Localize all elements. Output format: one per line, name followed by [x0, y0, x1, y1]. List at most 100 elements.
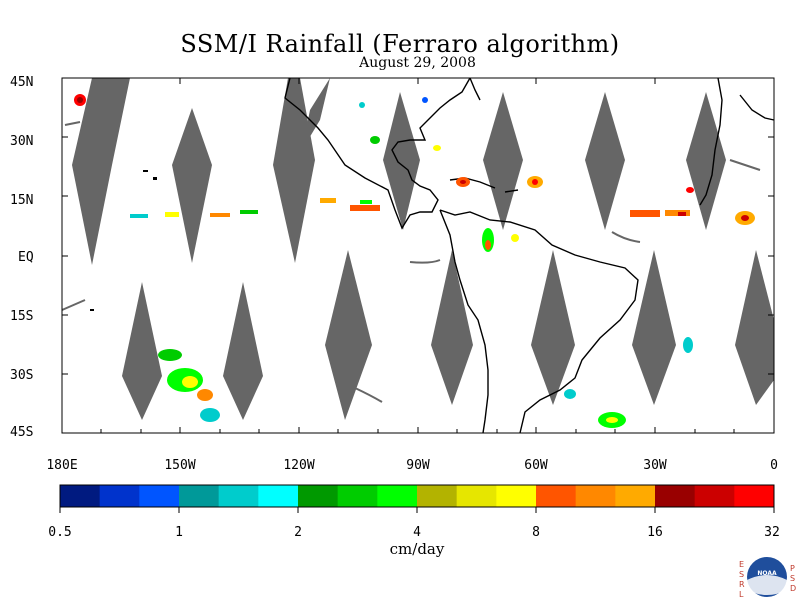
lon-ticks — [61, 78, 775, 433]
lon-label-90w: 90W — [406, 458, 430, 473]
colorbar-label-4: 4 — [413, 525, 421, 540]
lat-label-eq: EQ — [18, 250, 34, 265]
swath-9 — [223, 282, 263, 420]
lon-label-120w: 120W — [283, 458, 314, 473]
colorbar-swatch-6 — [258, 485, 299, 507]
edge-5 — [354, 387, 383, 403]
swath-12 — [531, 250, 575, 405]
colorbar — [59, 484, 775, 513]
swath-7 — [686, 92, 726, 230]
swath-1 — [72, 78, 130, 265]
swath-10 — [325, 250, 372, 420]
coast-iberia — [739, 94, 775, 121]
lat-labels: 45N 30N 15N EQ 15S 30S 45S — [10, 75, 34, 440]
logo-left-r: R — [739, 580, 745, 589]
colorbar-units: cm/day — [390, 540, 445, 558]
colorbar-swatch-1 — [60, 485, 101, 507]
logo-left-l: L — [739, 590, 744, 599]
edge-3 — [611, 231, 641, 243]
swath-4 — [383, 92, 420, 230]
rain-panama — [482, 228, 519, 252]
colorbar-label-2: 2 — [294, 525, 302, 540]
lat-label-30s: 30S — [10, 368, 33, 383]
colorbar-swatch-9 — [377, 485, 418, 507]
swath-2 — [172, 108, 212, 263]
colorbar-swatch-10 — [417, 485, 458, 507]
islands — [90, 170, 157, 311]
colorbar-label-8: 8 — [532, 525, 540, 540]
island-hawaii-1 — [143, 170, 148, 172]
lon-label-150w: 150W — [164, 458, 195, 473]
coast-northeast — [469, 77, 481, 101]
rain-south-pacific — [158, 349, 220, 422]
lat-label-15s: 15S — [10, 309, 33, 324]
coast-south-america-east — [439, 209, 639, 434]
noaa-esrl-psd-logo: NOAA E S R L P S D — [739, 557, 796, 599]
colorbar-swatch-11 — [456, 485, 497, 507]
coast-hispaniola — [504, 189, 519, 193]
swath-5 — [483, 92, 523, 230]
swath-edge-1 — [302, 78, 330, 150]
lon-label-60w: 60W — [524, 458, 548, 473]
colorbar-swatch-7 — [298, 485, 339, 507]
lat-label-45n: 45N — [10, 75, 33, 90]
logo-right-p: P — [790, 564, 795, 573]
swath-edges — [61, 121, 761, 403]
coastlines — [284, 77, 775, 434]
colorbar-swatch-12 — [496, 485, 537, 507]
colorbar-swatch-14 — [575, 485, 616, 507]
logo-left-s: S — [739, 570, 744, 579]
swath-3 — [273, 78, 315, 263]
swath-6 — [585, 92, 625, 230]
colorbar-swatch-15 — [615, 485, 656, 507]
rain-atlantic-itcz — [630, 187, 755, 225]
logo-left-e: E — [739, 560, 744, 569]
lat-label-30n: 30N — [10, 134, 33, 149]
island-hawaii-2 — [153, 177, 157, 180]
map-date: August 29, 2008 — [359, 55, 476, 71]
coast-south-america-west — [439, 209, 489, 434]
lon-labels: 180E 150W 120W 90W 60W 30W 0 — [46, 458, 778, 473]
colorbar-label-32: 32 — [764, 525, 780, 540]
colorbar-swatch-17 — [694, 485, 735, 507]
edge-1 — [64, 121, 81, 126]
colorbar-label-1: 1 — [175, 525, 183, 540]
rain-south-atlantic — [564, 337, 693, 428]
edge-6 — [729, 159, 761, 171]
rain-caribbean — [370, 136, 543, 188]
lon-label-30w: 30W — [643, 458, 667, 473]
coast-africa-west — [699, 77, 723, 206]
colorbar-swatch-3 — [139, 485, 180, 507]
map-panel — [61, 77, 775, 434]
lat-label-45s: 45S — [10, 425, 33, 440]
island-pacific-1 — [90, 309, 94, 311]
rainfall-patches — [74, 94, 755, 428]
rain-hawaii-north — [74, 94, 86, 106]
colorbar-swatch-18 — [734, 485, 775, 507]
colorbar-swatch-8 — [337, 485, 378, 507]
lat-ticks — [62, 77, 774, 434]
swath-14 — [735, 250, 774, 405]
swath-11 — [431, 250, 473, 405]
colorbar-swatch-5 — [218, 485, 259, 507]
logo-right-d: D — [790, 584, 796, 593]
lat-label-15n: 15N — [10, 193, 33, 208]
lon-label-0: 0 — [770, 458, 778, 473]
colorbar-swatch-13 — [536, 485, 577, 507]
coast-north-america — [284, 77, 471, 230]
no-data-swaths — [72, 78, 774, 420]
colorbar-tick-labels: 0.5 1 2 4 8 16 32 — [48, 525, 780, 540]
map-title: SSM/I Rainfall (Ferraro algorithm) — [180, 30, 620, 58]
colorbar-swatch-4 — [179, 485, 220, 507]
logo-center-text: NOAA — [757, 570, 777, 577]
rain-itcz-pacific — [130, 198, 380, 218]
colorbar-label-0-5: 0.5 — [48, 525, 71, 540]
edge-2 — [61, 299, 86, 311]
colorbar-swatch-2 — [99, 485, 140, 507]
edge-4 — [409, 259, 441, 264]
rain-gulf-of-mexico — [359, 97, 428, 108]
colorbar-label-16: 16 — [647, 525, 663, 540]
swath-8 — [122, 282, 162, 420]
swath-13 — [632, 250, 676, 405]
